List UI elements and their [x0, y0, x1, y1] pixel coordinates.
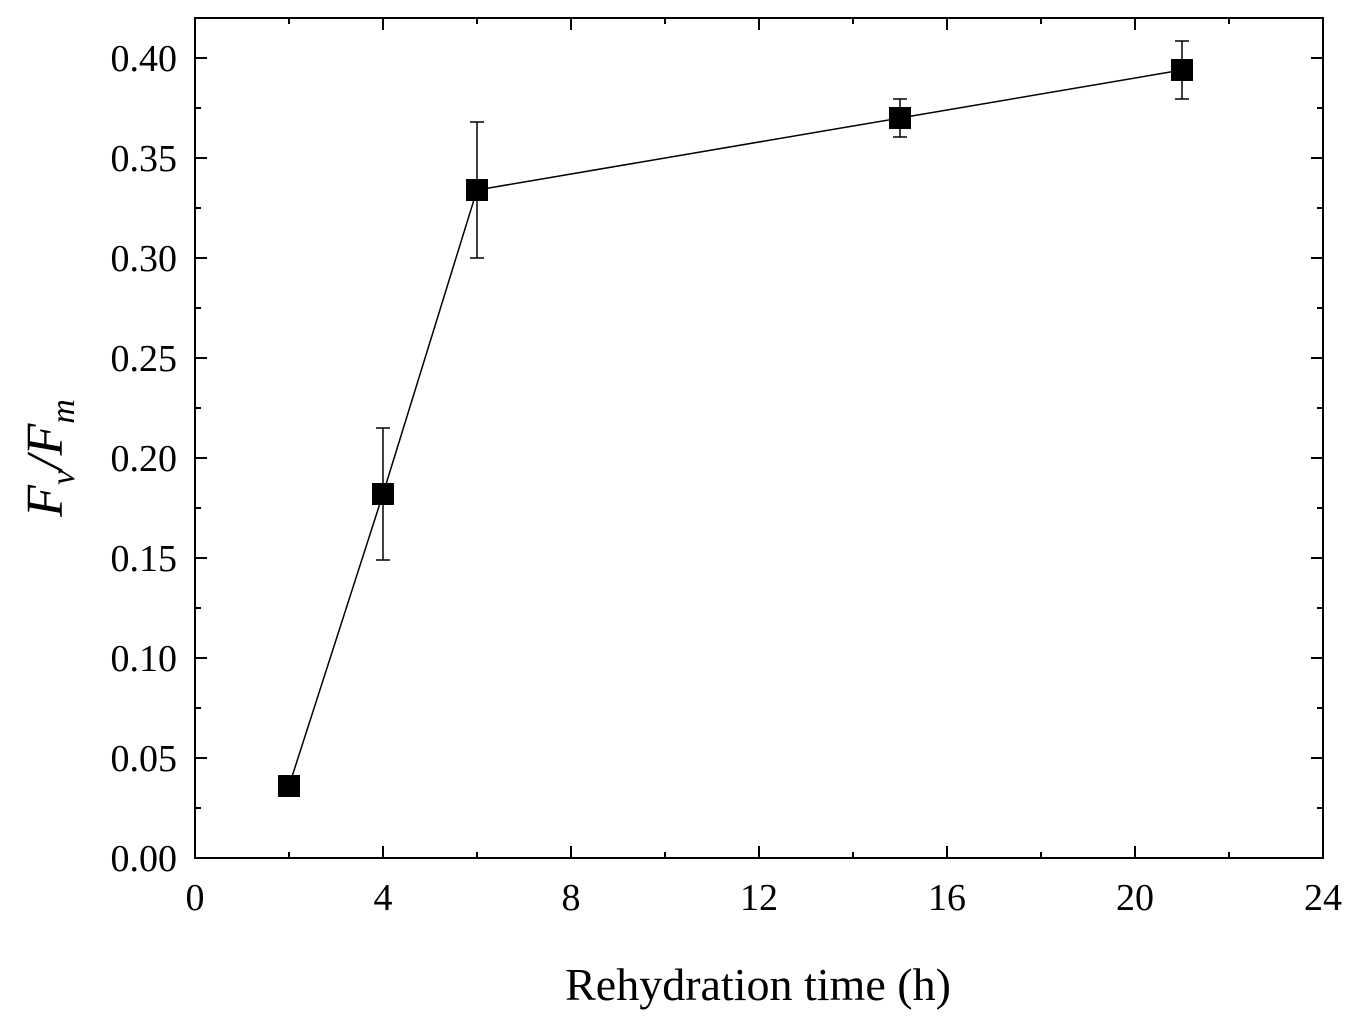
series-line	[288, 69, 1183, 787]
data-point	[889, 107, 911, 129]
y-tick-label: 0.10	[111, 638, 178, 680]
y-axis-title-sub2: m	[45, 399, 82, 424]
y-tick-label: 0.05	[111, 738, 178, 780]
y-tick-label: 0.25	[111, 338, 178, 380]
y-tick-label: 0.35	[111, 138, 178, 180]
y-axis-title-var2: F	[17, 423, 74, 457]
x-tick-label: 20	[1116, 877, 1154, 919]
y-axis-title-slash: /	[17, 451, 74, 473]
x-tick-label: 24	[1304, 877, 1342, 919]
series-fv-fm	[278, 40, 1193, 797]
y-axis-title-var1: F	[17, 484, 74, 518]
y-tick-label: 0.30	[111, 238, 178, 280]
y-axis-title: Fv/Fm	[17, 399, 82, 518]
data-point	[372, 483, 394, 505]
y-axis-title-sub1: v	[45, 469, 82, 485]
plot-frame	[194, 17, 1324, 859]
x-axis-ticks: 0 4 8 12 16 20 24	[186, 18, 1342, 919]
y-tick-label: 0.00	[111, 838, 178, 880]
data-point	[466, 179, 488, 201]
y-tick-label: 0.40	[111, 38, 178, 80]
x-axis-title: Rehydration time (h)	[565, 959, 951, 1010]
x-tick-label: 4	[374, 877, 393, 919]
x-tick-label: 16	[928, 877, 966, 919]
y-tick-label: 0.15	[111, 538, 178, 580]
x-tick-label: 0	[186, 877, 205, 919]
data-point	[278, 775, 300, 797]
plot-frame-rect	[194, 17, 1324, 859]
data-point	[1171, 59, 1193, 81]
x-tick-label: 8	[562, 877, 581, 919]
x-tick-label: 12	[740, 877, 778, 919]
y-axis-ticks: 0.00 0.05 0.10 0.15 0.20 0.25 0.30 0.35 0.40	[111, 38, 1323, 880]
y-tick-label: 0.20	[111, 438, 178, 480]
